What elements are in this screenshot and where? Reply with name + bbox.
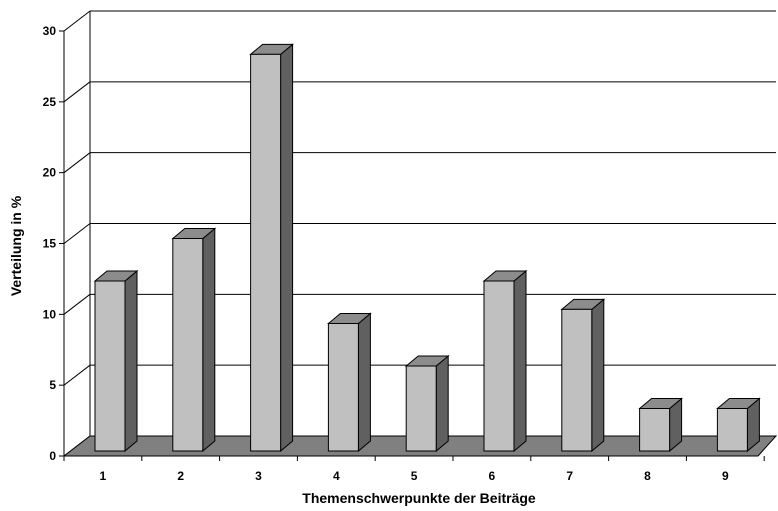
x-tick-label: 8 [644,469,651,483]
bar-side [591,298,605,453]
y-tick-label: 25 [43,95,57,109]
bar [483,280,515,452]
bar [716,408,748,452]
gridline-depth [63,293,91,315]
bar-side [513,269,527,453]
x-tick-label: 1 [100,469,107,483]
gridline-depth [63,81,91,103]
y-tick-label: 15 [43,237,57,251]
bar [327,323,359,452]
bar [639,408,671,452]
x-tick-label: 7 [566,469,573,483]
tick-labels: 0 5 10 15 20 25 30 1 2 3 4 5 6 7 8 9 [43,24,729,483]
gridline-depth [63,10,91,32]
bar [172,238,204,452]
y-tick-label: 30 [43,24,57,38]
y-tick-label: 10 [43,307,57,321]
y-tick-label: 0 [49,449,56,463]
x-axis-title: Themenschwerpunkte der Beiträge [302,490,536,506]
x-tick-label: 6 [489,469,496,483]
x-tick-label: 2 [177,469,184,483]
bars [93,43,761,453]
y-tick-label: 5 [49,378,56,392]
x-tick-label: 9 [722,469,729,483]
bar-side [280,43,294,453]
bar-side [202,227,216,453]
y-tick-label: 20 [43,166,57,180]
bar-side [124,269,138,453]
x-tick-label: 4 [333,469,340,483]
y-axis-title: Verteilung in % [8,195,24,296]
x-tick-label: 3 [255,469,262,483]
gridline-depth [63,152,91,174]
bar-side [435,354,449,453]
bar [561,308,593,452]
x-tick-label: 5 [411,469,418,483]
bar [405,365,437,452]
gridline-depth [63,364,91,386]
bar-side [357,312,371,453]
gridline-depth [63,223,91,244]
bar [250,53,282,452]
bar [94,280,126,452]
